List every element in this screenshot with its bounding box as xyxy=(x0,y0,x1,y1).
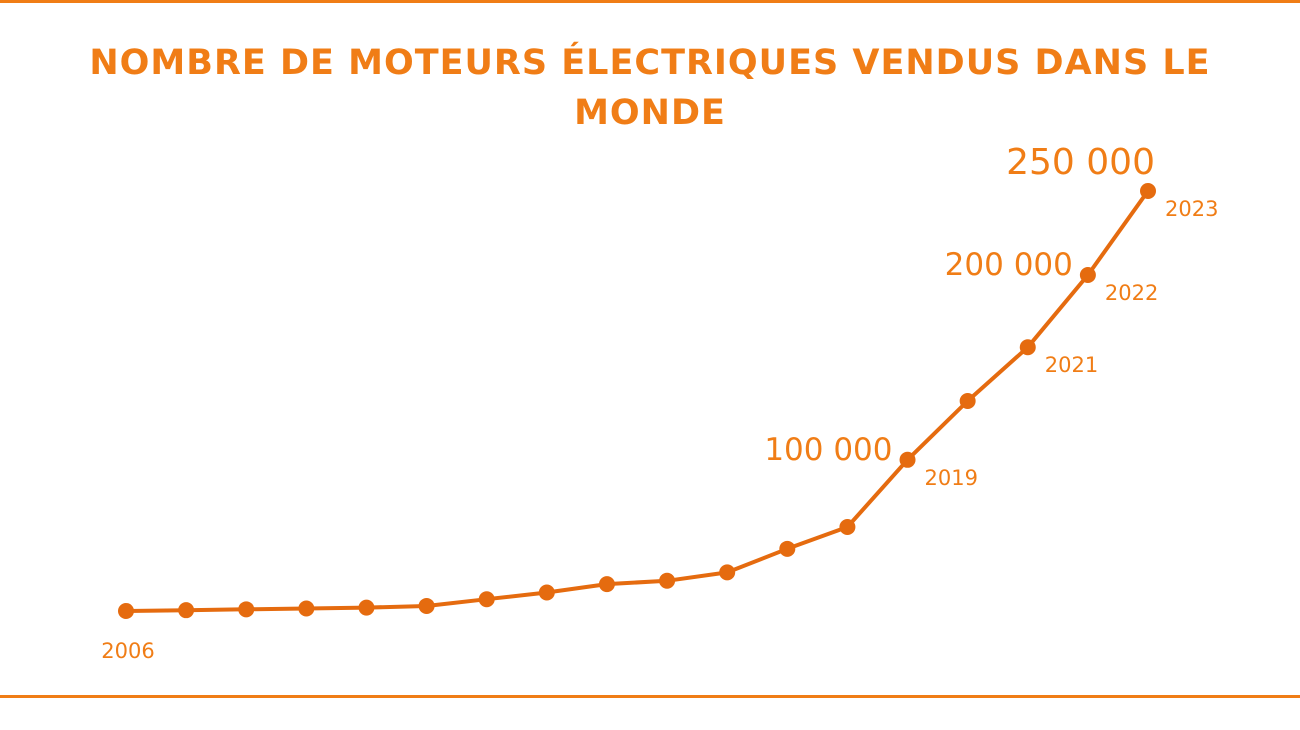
data-point-2023 xyxy=(1140,183,1156,199)
data-point-2022 xyxy=(1079,267,1096,283)
data-point-2010 xyxy=(358,599,375,616)
data-point-2021 xyxy=(1019,339,1036,356)
data-point-2017 xyxy=(779,540,796,557)
data-point-2008 xyxy=(238,601,255,618)
year-label-2019: 2019 xyxy=(925,466,978,490)
data-point-2012 xyxy=(478,591,495,608)
data-point-2006 xyxy=(118,603,134,619)
data-point-2019 xyxy=(899,451,916,468)
data-point-2014 xyxy=(598,576,615,593)
data-point-2007 xyxy=(178,602,195,619)
year-label-2021: 2021 xyxy=(1045,353,1098,377)
data-point-2016 xyxy=(719,564,736,581)
year-label-2023: 2023 xyxy=(1165,197,1218,221)
year-label-2022: 2022 xyxy=(1105,281,1158,305)
value-label-2019: 100 000 xyxy=(764,432,892,468)
bottom-divider xyxy=(0,695,1300,698)
data-point-2009 xyxy=(298,600,315,617)
series-line xyxy=(125,189,1150,613)
chart-title: NOMBRE DE MOTEURS ÉLECTRIQUES VENDUS DAN… xyxy=(89,43,1211,133)
value-label-2022: 200 000 xyxy=(945,247,1073,283)
data-point-2015 xyxy=(659,572,676,589)
year-label-2006: 2006 xyxy=(101,639,154,663)
data-point-2018 xyxy=(839,519,856,535)
data-point-2011 xyxy=(418,597,435,614)
top-divider xyxy=(0,0,1300,3)
value-label-2023: 250 000 xyxy=(1006,142,1155,183)
data-point-2013 xyxy=(538,584,555,601)
data-point-2020 xyxy=(959,393,976,409)
chart-title-block: NOMBRE DE MOTEURS ÉLECTRIQUES VENDUS DAN… xyxy=(0,38,1300,138)
